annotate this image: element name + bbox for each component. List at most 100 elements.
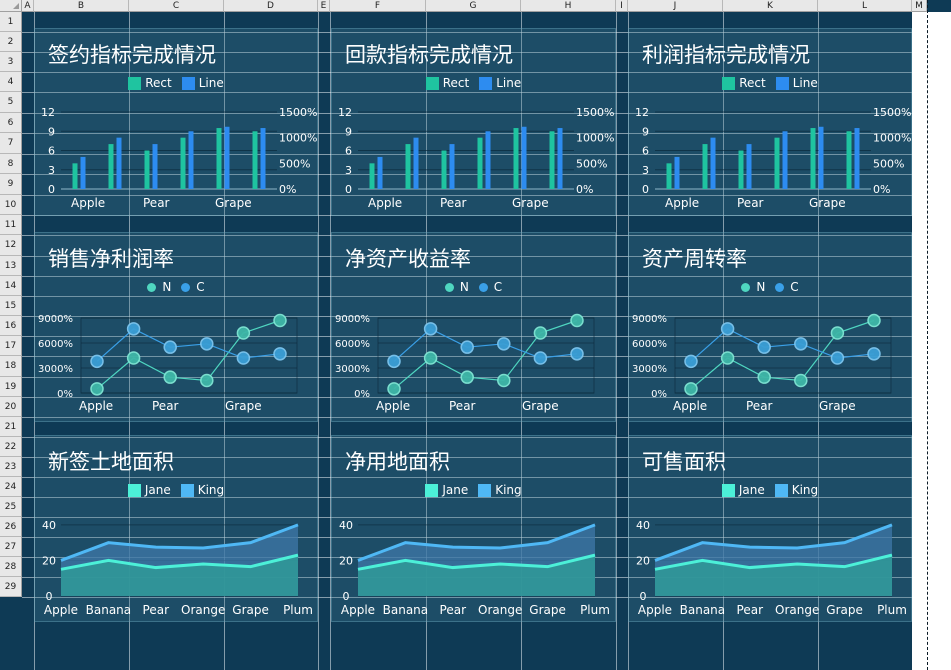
column-header-d[interactable]: D [224,0,318,12]
legend-item[interactable]: Line [479,76,521,90]
row-header-27[interactable]: 27 [0,537,22,557]
legend-item[interactable]: Jane [721,483,765,497]
bar-rect [549,131,555,189]
chart-panel-2[interactable]: 回款指标完成情况 Rect Line 0 3 6 9 12 0% 500% 1000% 1500% Ap… [331,28,616,216]
legend-item[interactable]: C [478,280,502,294]
column-header-a[interactable]: A [22,0,34,12]
legend-item[interactable]: King [180,483,225,497]
legend-item[interactable]: King [478,483,522,497]
row-header-14[interactable]: 14 [0,276,22,296]
legend-item[interactable]: Line [775,76,818,90]
x-tick-label: Apple [71,196,105,210]
row-header-21[interactable]: 21 [0,417,22,437]
bar-rect [666,163,672,189]
bar-rect [738,150,744,189]
point-c [236,351,251,365]
chart-panel-3[interactable]: 利润指标完成情况 Rect Line 0 3 6 9 12 0% 500% 1000% 1500% Ap… [628,28,912,216]
legend-label: N [756,280,766,294]
chart-panel-5[interactable]: 净资产收益率 N C 0% 3000% 6000% 9000% Apple Pear Grape [331,232,616,422]
bar-line [152,144,158,189]
bar-rect [513,128,519,189]
column-header-l[interactable]: L [818,0,912,12]
row-header-24[interactable]: 24 [0,477,22,497]
row-header-22[interactable]: 22 [0,437,22,457]
legend-item[interactable]: N [147,280,171,294]
y-tick-label: 0 [642,183,649,196]
row-header-17[interactable]: 17 [0,336,22,356]
row-header-7[interactable]: 7 [0,133,22,154]
bar-line [746,144,752,189]
legend-label: C [790,280,799,294]
chart-panel-9[interactable]: 可售面积 Jane King 0 20 40 Apple Banana Pear Orange Gr… [628,435,912,622]
chart-panel-8[interactable]: 净用地面积 Jane King 0 20 40 Apple Banana Pear Orange G… [331,435,616,622]
row-header-8[interactable]: 8 [0,154,22,174]
chart-panel-1[interactable]: 签约指标完成情况 Rect Line 0 3 6 9 12 0% 500% 1000% 1500% Ap… [34,28,318,216]
legend-label: King [197,483,225,497]
column-header-g[interactable]: G [426,0,521,12]
area-jane [61,555,298,596]
row-header-6[interactable]: 6 [0,113,22,133]
column-header-c[interactable]: C [129,0,224,12]
freeze-pane-line [927,0,928,670]
x-tick-label: Pear [737,603,764,617]
chart-panel-6[interactable]: 资产周转率 N C 0% 3000% 6000% 9000% Apple Pear Grape [628,232,912,422]
row-header-25[interactable]: 25 [0,497,22,517]
row-header-10[interactable]: 10 [0,195,22,215]
column-header-m[interactable]: M [912,0,927,12]
row-header-13[interactable]: 13 [0,256,22,276]
select-all-corner[interactable] [0,0,22,12]
row-header-12[interactable]: 12 [0,235,22,256]
y2-tick-label: 0% [576,183,593,196]
row-header-29[interactable]: 29 [0,577,22,597]
chart-panel-4[interactable]: 销售净利润率 N C 0% 3000% 6000% 9000% Apple Pear Grape [34,232,318,422]
legend-item[interactable]: Jane [425,483,468,497]
point-c [533,351,548,365]
row-header-20[interactable]: 20 [0,397,22,417]
legend-item[interactable]: King [774,483,818,497]
column-header-j[interactable]: J [628,0,723,12]
row-header-9[interactable]: 9 [0,174,22,195]
row-header-23[interactable]: 23 [0,457,22,477]
column-header-f[interactable]: F [330,0,426,12]
legend-item[interactable]: C [775,280,799,294]
column-header-i[interactable]: I [616,0,628,12]
chart-title: 可售面积 [642,450,726,474]
row-header-18[interactable]: 18 [0,356,22,377]
column-header-e[interactable]: E [318,0,330,12]
bar-rect [252,131,258,189]
y-tick-label: 20 [339,554,353,567]
chart-plot: 0 20 40 Apple Banana Pear Orange Grape Plum [339,519,610,617]
x-tick-label: Grape [232,603,269,617]
legend-label: Line [496,76,522,90]
chart-panel-7[interactable]: 新签土地面积 Jane King 0 20 40 Apple Banana Pear Orange… [34,435,318,622]
row-header-15[interactable]: 15 [0,296,22,316]
legend-item[interactable]: N [444,280,469,294]
legend-item[interactable]: Rect [722,76,766,90]
row-header-4[interactable]: 4 [0,72,22,92]
legend-item[interactable]: C [181,280,205,294]
row-header-19[interactable]: 19 [0,377,22,397]
column-header-h[interactable]: H [521,0,616,12]
column-header-k[interactable]: K [723,0,818,12]
row-header-26[interactable]: 26 [0,517,22,537]
legend-item[interactable]: Rect [425,76,469,90]
bar-line [782,131,788,189]
row-header-1[interactable]: 1 [0,12,22,32]
bar-rect [144,150,150,189]
row-header-16[interactable]: 16 [0,316,22,336]
legend-item[interactable]: N [741,280,765,294]
legend-item[interactable]: Rect [128,76,172,90]
point-n [533,326,548,340]
row-header-11[interactable]: 11 [0,215,22,235]
legend-swatch [425,76,439,90]
column-header-b[interactable]: B [34,0,129,12]
bar-line [413,137,419,189]
legend-item[interactable]: Line [181,76,224,90]
row-header-5[interactable]: 5 [0,92,22,113]
row-header-28[interactable]: 28 [0,557,22,577]
row-header-2[interactable]: 2 [0,32,22,52]
row-header-3[interactable]: 3 [0,52,22,72]
legend-item[interactable]: Jane [127,483,171,497]
point-n [757,370,771,384]
